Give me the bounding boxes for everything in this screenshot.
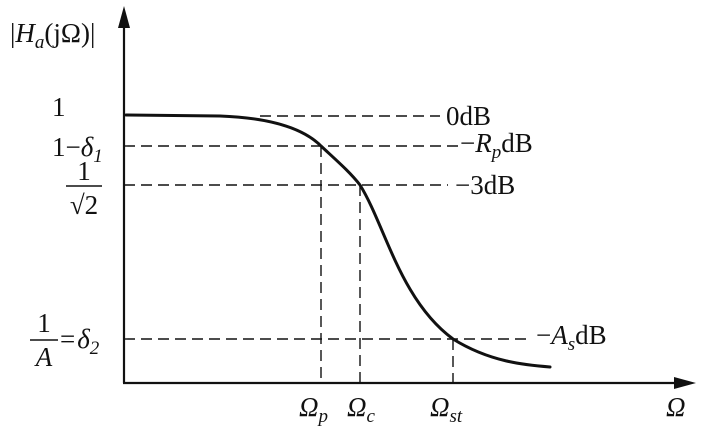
tick-label-inv-sqrt2-denominator: √2 — [70, 190, 98, 220]
tick-label-one-minus-delta1: 1−δ1 — [52, 132, 103, 167]
x-tick-omega-st: Ωst — [430, 392, 463, 427]
y-axis-arrowhead — [118, 6, 130, 28]
db-label-zero: 0dB — [446, 101, 491, 131]
tick-label-delta2-numerator: 1 — [37, 308, 51, 338]
db-label-as: −AsdB — [536, 320, 607, 355]
x-axis-arrowhead — [674, 377, 696, 389]
tick-label-delta2: =δ2 — [60, 324, 100, 359]
db-label-three: −3dB — [455, 170, 515, 200]
tick-label-inv-sqrt2-numerator: 1 — [77, 156, 91, 186]
tick-label-one: 1 — [52, 92, 66, 122]
y-axis-label: |Ha(jΩ)| — [10, 18, 95, 53]
x-axis-label: Ω — [666, 392, 686, 422]
x-tick-omega-c: Ωc — [347, 392, 376, 427]
magnitude-response-curve — [124, 113, 552, 369]
x-tick-omega-p: Ωp — [299, 392, 328, 427]
db-label-rp: −RpdB — [460, 128, 533, 163]
tick-label-delta2-denominator: A — [34, 342, 53, 372]
